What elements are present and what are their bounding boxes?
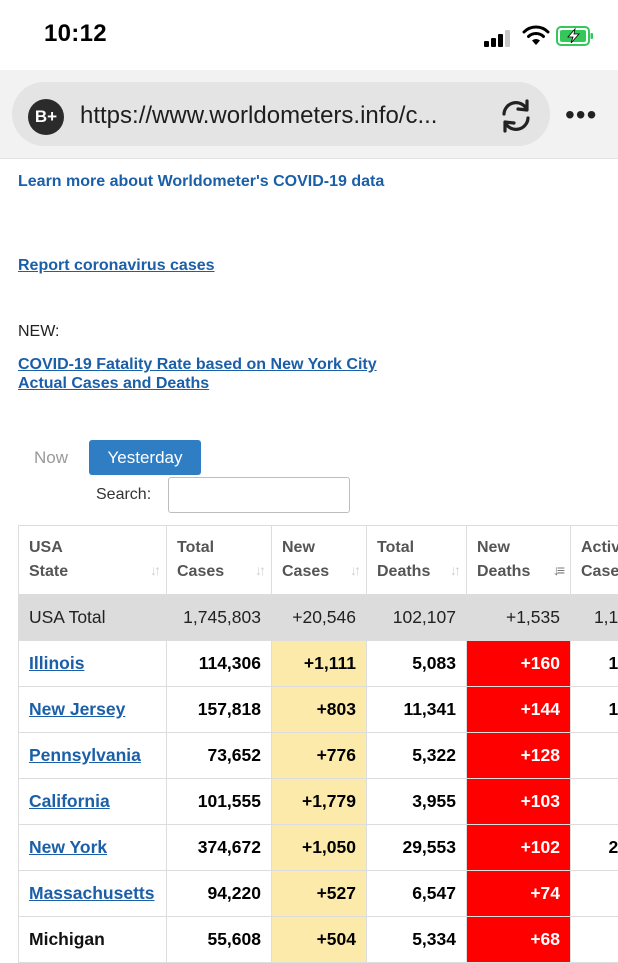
active-cases-cell: 1 (571, 917, 618, 963)
active-cases-cell: 7 (571, 779, 618, 825)
active-cases-cell: 5 (571, 871, 618, 917)
state-link-new-york[interactable]: New York (29, 837, 107, 857)
state-link-new-jersey[interactable]: New Jersey (29, 699, 125, 719)
active-cases-cell: 13 (571, 687, 618, 733)
new-deaths-cell: +160 (467, 641, 571, 687)
sort-desc-icon: ↓≡ (553, 558, 562, 582)
active-cases-cell: 27 (571, 825, 618, 871)
table-row: New Jersey 157,818 +803 11,341 +144 13 (19, 687, 618, 733)
table-row: New York 374,672 +1,050 29,553 +102 27 (19, 825, 618, 871)
new-cases-cell: +527 (272, 871, 367, 917)
browser-toolbar: B+ https://www.worldometers.info/c... ••… (0, 70, 618, 159)
total-cases-cell: 114,306 (167, 641, 272, 687)
url-text[interactable]: https://www.worldometers.info/c... (80, 99, 437, 133)
reload-icon[interactable] (496, 96, 536, 136)
total-cases-cell: 94,220 (167, 871, 272, 917)
state-link-pennsylvania[interactable]: Pennsylvania (29, 745, 141, 765)
active-cases-cell: 1,15 (571, 595, 618, 641)
fatality-rate-link-line1[interactable]: COVID-19 Fatality Rate based on New York… (18, 356, 377, 374)
total-cases-cell: 73,652 (167, 733, 272, 779)
total-cases-cell: 157,818 (167, 687, 272, 733)
search-label: Search: (96, 486, 151, 504)
state-link-illinois[interactable]: Illinois (29, 653, 84, 673)
total-state-cell: USA Total (19, 595, 167, 641)
total-deaths-cell: 3,955 (367, 779, 467, 825)
new-label: NEW: (18, 323, 59, 341)
table-row: Michigan 55,608 +504 5,334 +68 1 (19, 917, 618, 963)
sort-icon: ↓↑ (255, 558, 263, 582)
new-deaths-cell: +68 (467, 917, 571, 963)
new-cases-cell: +504 (272, 917, 367, 963)
state-link-california[interactable]: California (29, 791, 110, 811)
new-cases-cell: +1,050 (272, 825, 367, 871)
status-bar: 10:12 (0, 0, 618, 70)
page-content: Learn more about Worldometer's COVID-19 … (0, 158, 618, 960)
report-cases-link[interactable]: Report coronavirus cases (18, 257, 215, 275)
table-row: Massachusetts 94,220 +527 6,547 +74 5 (19, 871, 618, 917)
total-cases-cell: 55,608 (167, 917, 272, 963)
total-deaths-cell: 5,322 (367, 733, 467, 779)
new-deaths-cell: +103 (467, 779, 571, 825)
total-cases-cell: 374,672 (167, 825, 272, 871)
sort-icon: ↓↑ (450, 558, 458, 582)
clock: 10:12 (44, 20, 107, 48)
browser-logo-icon[interactable]: B+ (28, 99, 64, 135)
sort-icon: ↓↑ (350, 558, 358, 582)
new-cases-cell: +803 (272, 687, 367, 733)
new-cases-cell: +20,546 (272, 595, 367, 641)
table-row: Pennsylvania 73,652 +776 5,322 +128 2 (19, 733, 618, 779)
new-deaths-cell: +1,535 (467, 595, 571, 641)
total-cases-cell: 101,555 (167, 779, 272, 825)
tab-now[interactable]: Now (34, 448, 68, 468)
total-deaths-cell: 102,107 (367, 595, 467, 641)
total-deaths-cell: 29,553 (367, 825, 467, 871)
total-deaths-cell: 5,083 (367, 641, 467, 687)
wifi-icon (522, 24, 550, 46)
table-row: California 101,555 +1,779 3,955 +103 7 (19, 779, 618, 825)
tab-yesterday[interactable]: Yesterday (89, 440, 201, 475)
more-menu-icon[interactable]: ••• (565, 111, 597, 119)
cellular-signal-icon (484, 29, 514, 47)
sort-icon: ↓↑ (150, 558, 158, 582)
new-deaths-cell: +102 (467, 825, 571, 871)
state-name-michigan: Michigan (19, 917, 167, 963)
battery-charging-icon (556, 26, 594, 46)
total-deaths-cell: 5,334 (367, 917, 467, 963)
learn-more-link[interactable]: Learn more about Worldometer's COVID-19 … (18, 173, 384, 191)
active-cases-cell: 2 (571, 733, 618, 779)
fatality-rate-link-line2[interactable]: Actual Cases and Deaths (18, 375, 209, 393)
new-deaths-cell: +74 (467, 871, 571, 917)
table-row: Illinois 114,306 +1,111 5,083 +160 10 (19, 641, 618, 687)
new-cases-cell: +1,111 (272, 641, 367, 687)
active-cases-cell: 10 (571, 641, 618, 687)
new-cases-cell: +1,779 (272, 779, 367, 825)
search-input[interactable] (168, 477, 350, 513)
new-deaths-cell: +128 (467, 733, 571, 779)
state-link-massachusetts[interactable]: Massachusetts (29, 883, 154, 903)
new-cases-cell: +776 (272, 733, 367, 779)
total-deaths-cell: 11,341 (367, 687, 467, 733)
new-deaths-cell: +144 (467, 687, 571, 733)
usa-total-row: USA Total 1,745,803 +20,546 102,107 +1,5… (19, 595, 618, 641)
total-cases-cell: 1,745,803 (167, 595, 272, 641)
total-deaths-cell: 6,547 (367, 871, 467, 917)
